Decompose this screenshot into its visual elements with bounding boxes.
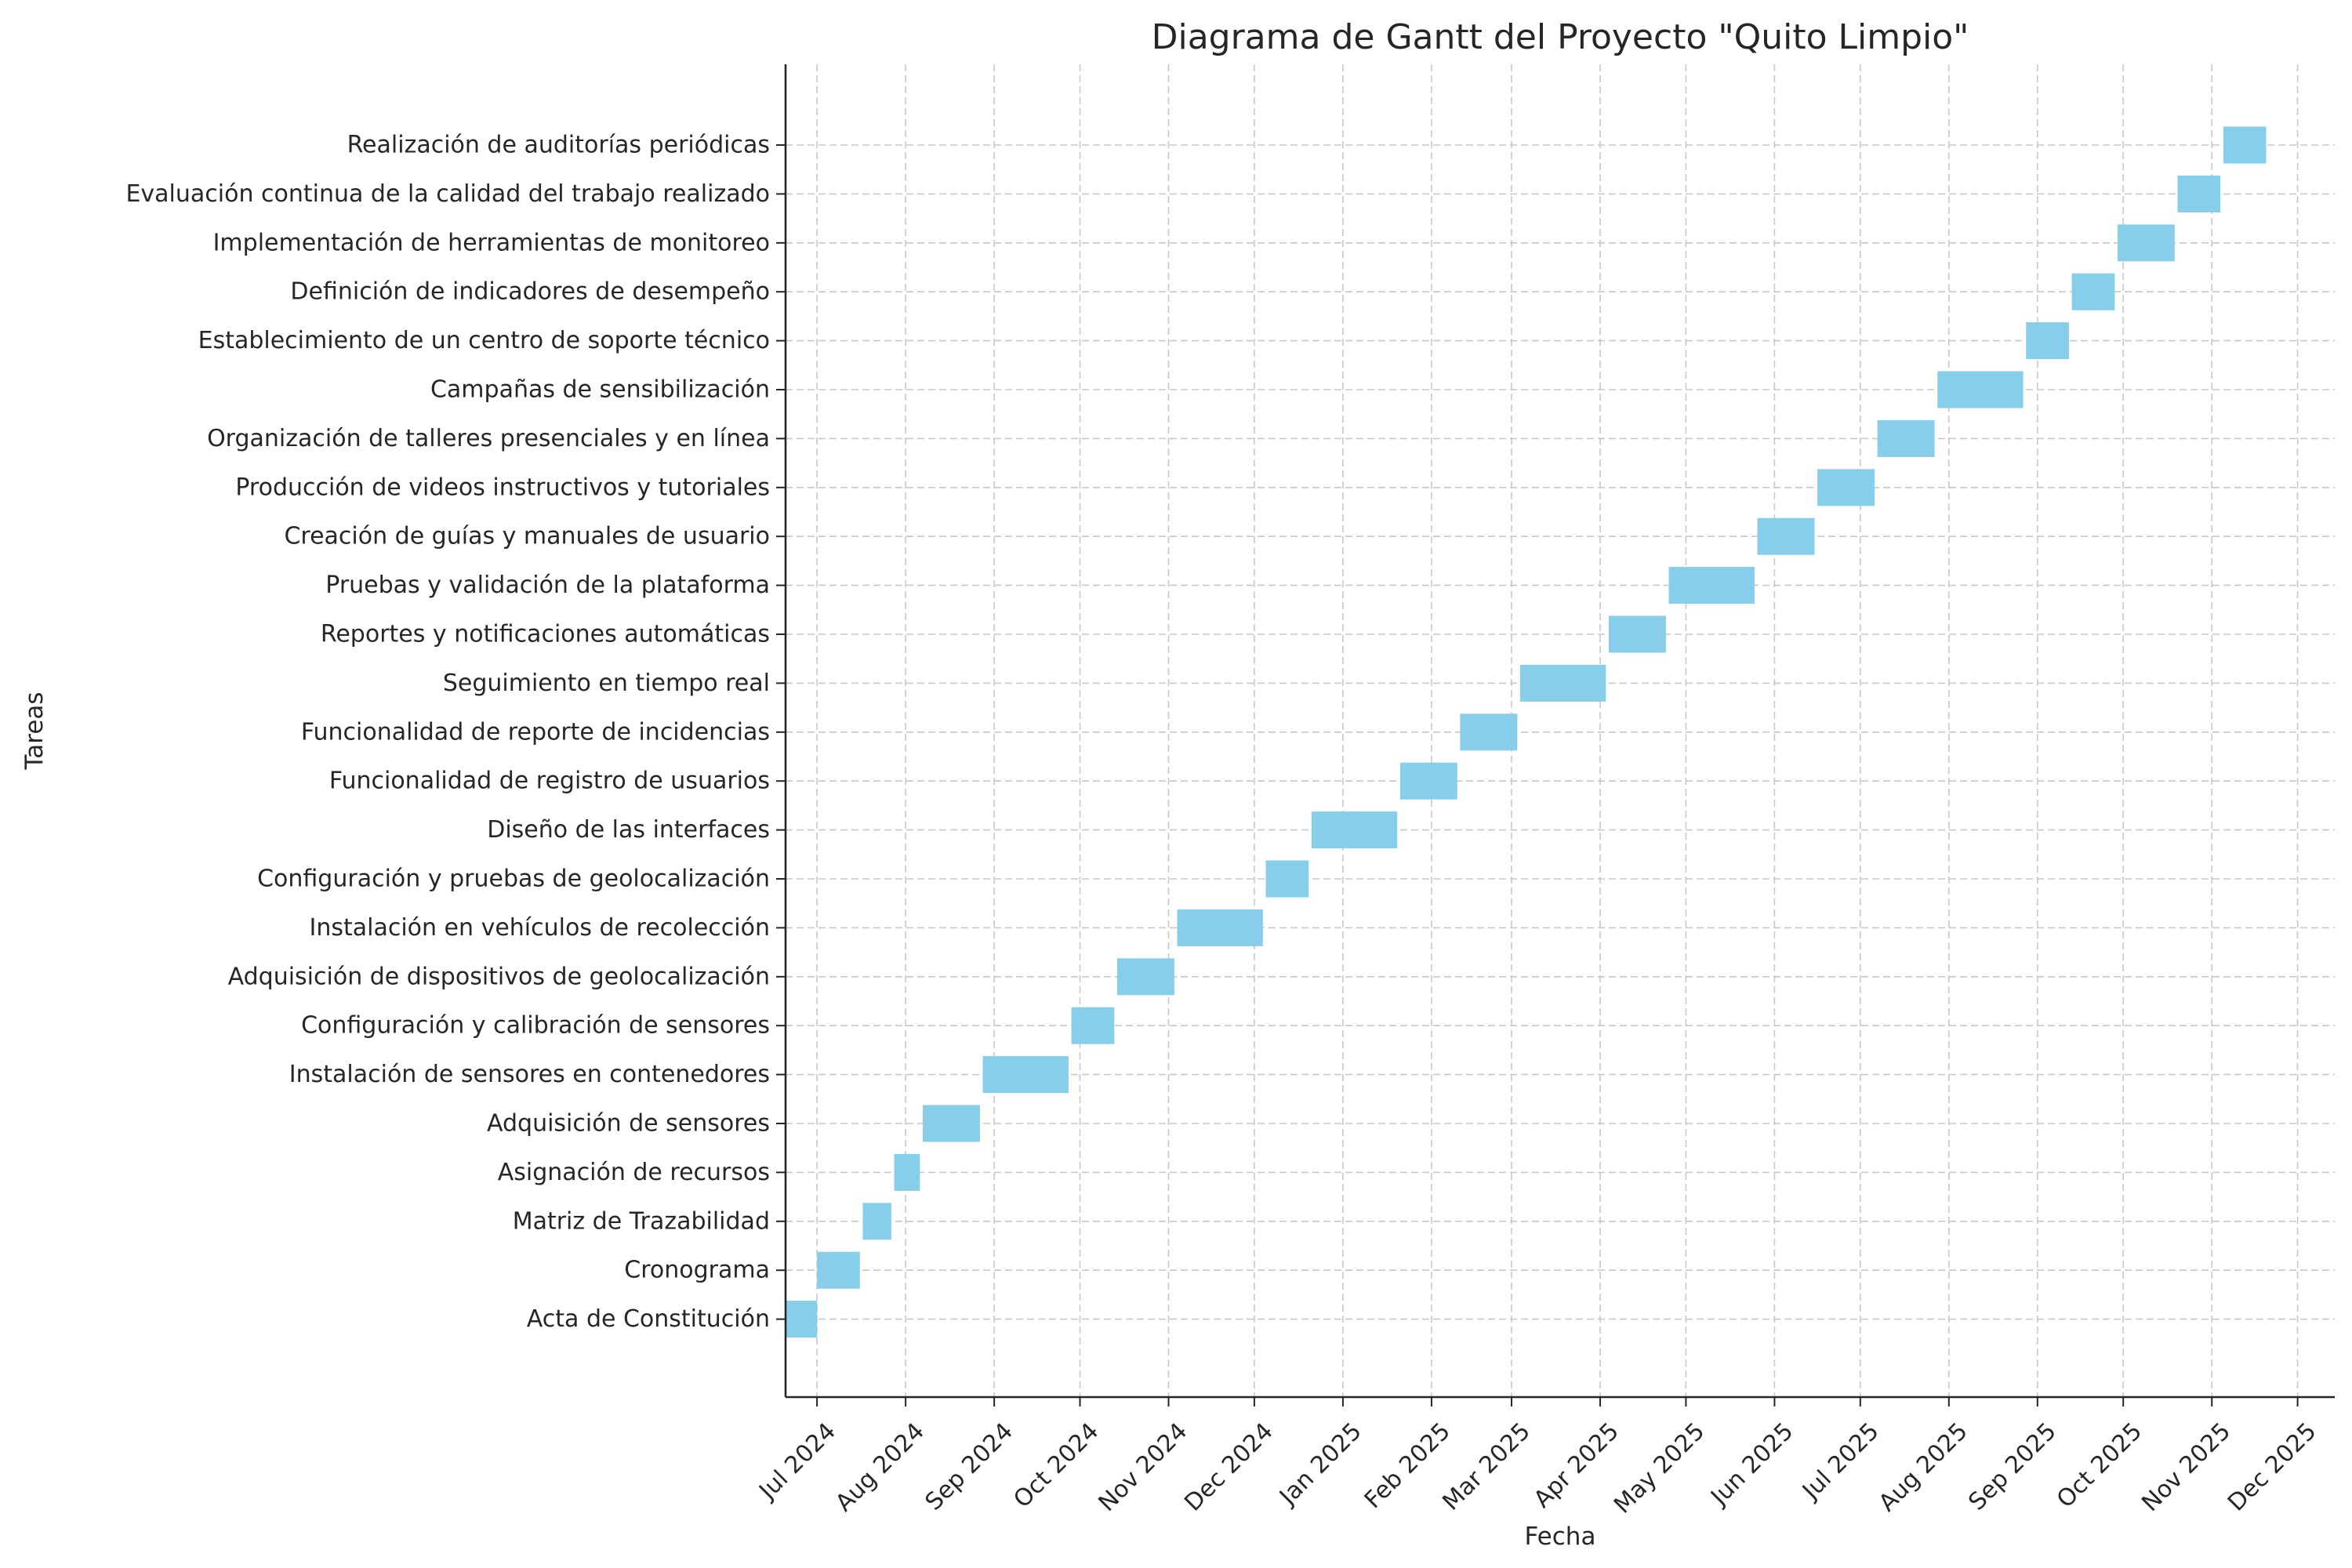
task-bar (922, 1105, 980, 1142)
task-label: Reportes y notificaciones automáticas (321, 621, 770, 648)
grid-layer (786, 64, 2335, 1397)
x-tick-label: Mar 2025 (1437, 1417, 1536, 1516)
task-bar (1460, 713, 1518, 751)
task-bar (1877, 419, 1935, 457)
task-bar (982, 1056, 1069, 1094)
x-tick-label: Sep 2025 (1963, 1417, 2061, 1515)
task-label: Matriz de Trazabilidad (513, 1207, 770, 1235)
chart-title: Diagrama de Gantt del Proyecto "Quito Li… (1152, 17, 1969, 57)
x-tick-label: Jul 2024 (753, 1417, 841, 1505)
x-tick-label: Sep 2024 (920, 1417, 1018, 1515)
x-axis-label: Fecha (1525, 1523, 1596, 1551)
task-label: Diseño de las interfaces (487, 816, 770, 844)
x-tick-label: Aug 2024 (830, 1417, 930, 1517)
task-bar (1519, 664, 1606, 702)
x-tick-label: Oct 2025 (2052, 1417, 2147, 1513)
task-bar (2071, 273, 2115, 310)
task-bar (1608, 615, 1666, 653)
task-label: Seguimiento en tiempo real (443, 670, 770, 697)
task-label: Funcionalidad de reporte de incidencias (301, 718, 770, 746)
task-label: Configuración y pruebas de geolocalizaci… (257, 866, 770, 893)
task-label: Instalación de sensores en contenedores (289, 1061, 770, 1088)
task-bar (817, 1251, 860, 1289)
task-bar (1265, 860, 1309, 898)
task-bar (1757, 517, 1815, 555)
task-bar (1311, 811, 1398, 849)
task-label: Establecimiento de un centro de soporte … (198, 327, 770, 354)
task-label: Campañas de sensibilización (430, 376, 770, 404)
x-tick-label: Dec 2024 (1179, 1417, 1279, 1517)
task-bar (894, 1153, 920, 1191)
task-label: Adquisición de sensores (487, 1110, 770, 1138)
x-tick-label: Nov 2024 (1094, 1417, 1193, 1517)
task-bar (786, 1301, 818, 1338)
task-bar (2177, 175, 2221, 212)
task-bar (1116, 958, 1174, 996)
task-bar (2223, 126, 2267, 164)
task-label: Adquisición de dispositivos de geolocali… (228, 963, 770, 990)
task-label: Definición de indicadores de desempeño (290, 278, 770, 306)
bars-layer (786, 126, 2267, 1338)
task-bar (1937, 371, 2024, 408)
task-label: Implementación de herramientas de monito… (213, 229, 770, 256)
task-label: Producción de videos instructivos y tuto… (235, 474, 770, 501)
x-tick-label: Dec 2025 (2223, 1417, 2322, 1517)
task-label: Configuración y calibración de sensores (301, 1012, 770, 1040)
task-label: Asignación de recursos (498, 1159, 770, 1186)
task-label: Acta de Constitución (527, 1305, 770, 1333)
y-tick-labels: Acta de Constitución Cronograma Matriz de … (125, 132, 786, 1333)
x-tick-label: Jun 2025 (1704, 1417, 1798, 1512)
task-label: Organización de talleres presenciales y … (207, 425, 770, 452)
x-tick-label: Oct 2024 (1008, 1417, 1104, 1513)
y-axis-label: Tareas (20, 691, 49, 770)
x-tick-label: Nov 2025 (2136, 1417, 2236, 1517)
task-bar (1668, 567, 1755, 604)
task-bar (2026, 322, 2069, 360)
task-bar (1399, 762, 1457, 800)
task-label: Funcionalidad de registro de usuarios (329, 768, 770, 795)
task-bar (2117, 224, 2175, 262)
x-tick-label: May 2025 (1609, 1417, 1710, 1519)
task-label: Realización de auditorías periódicas (347, 132, 770, 159)
task-label: Pruebas y validación de la plataforma (325, 572, 770, 599)
x-tick-label: Jul 2025 (1796, 1417, 1884, 1505)
task-label: Cronograma (624, 1257, 770, 1284)
x-tick-label: Jan 2025 (1273, 1417, 1367, 1512)
task-bar (1071, 1007, 1115, 1044)
x-tick-label: Aug 2025 (1874, 1417, 1973, 1517)
task-label: Instalación en vehículos de recolección (309, 914, 770, 942)
task-label: Evaluación continua de la calidad del tr… (125, 180, 770, 208)
task-bar (1177, 909, 1263, 946)
task-label: Creación de guías y manuales de usuario (284, 523, 770, 550)
task-bar (862, 1203, 891, 1240)
task-bar (1817, 469, 1875, 506)
